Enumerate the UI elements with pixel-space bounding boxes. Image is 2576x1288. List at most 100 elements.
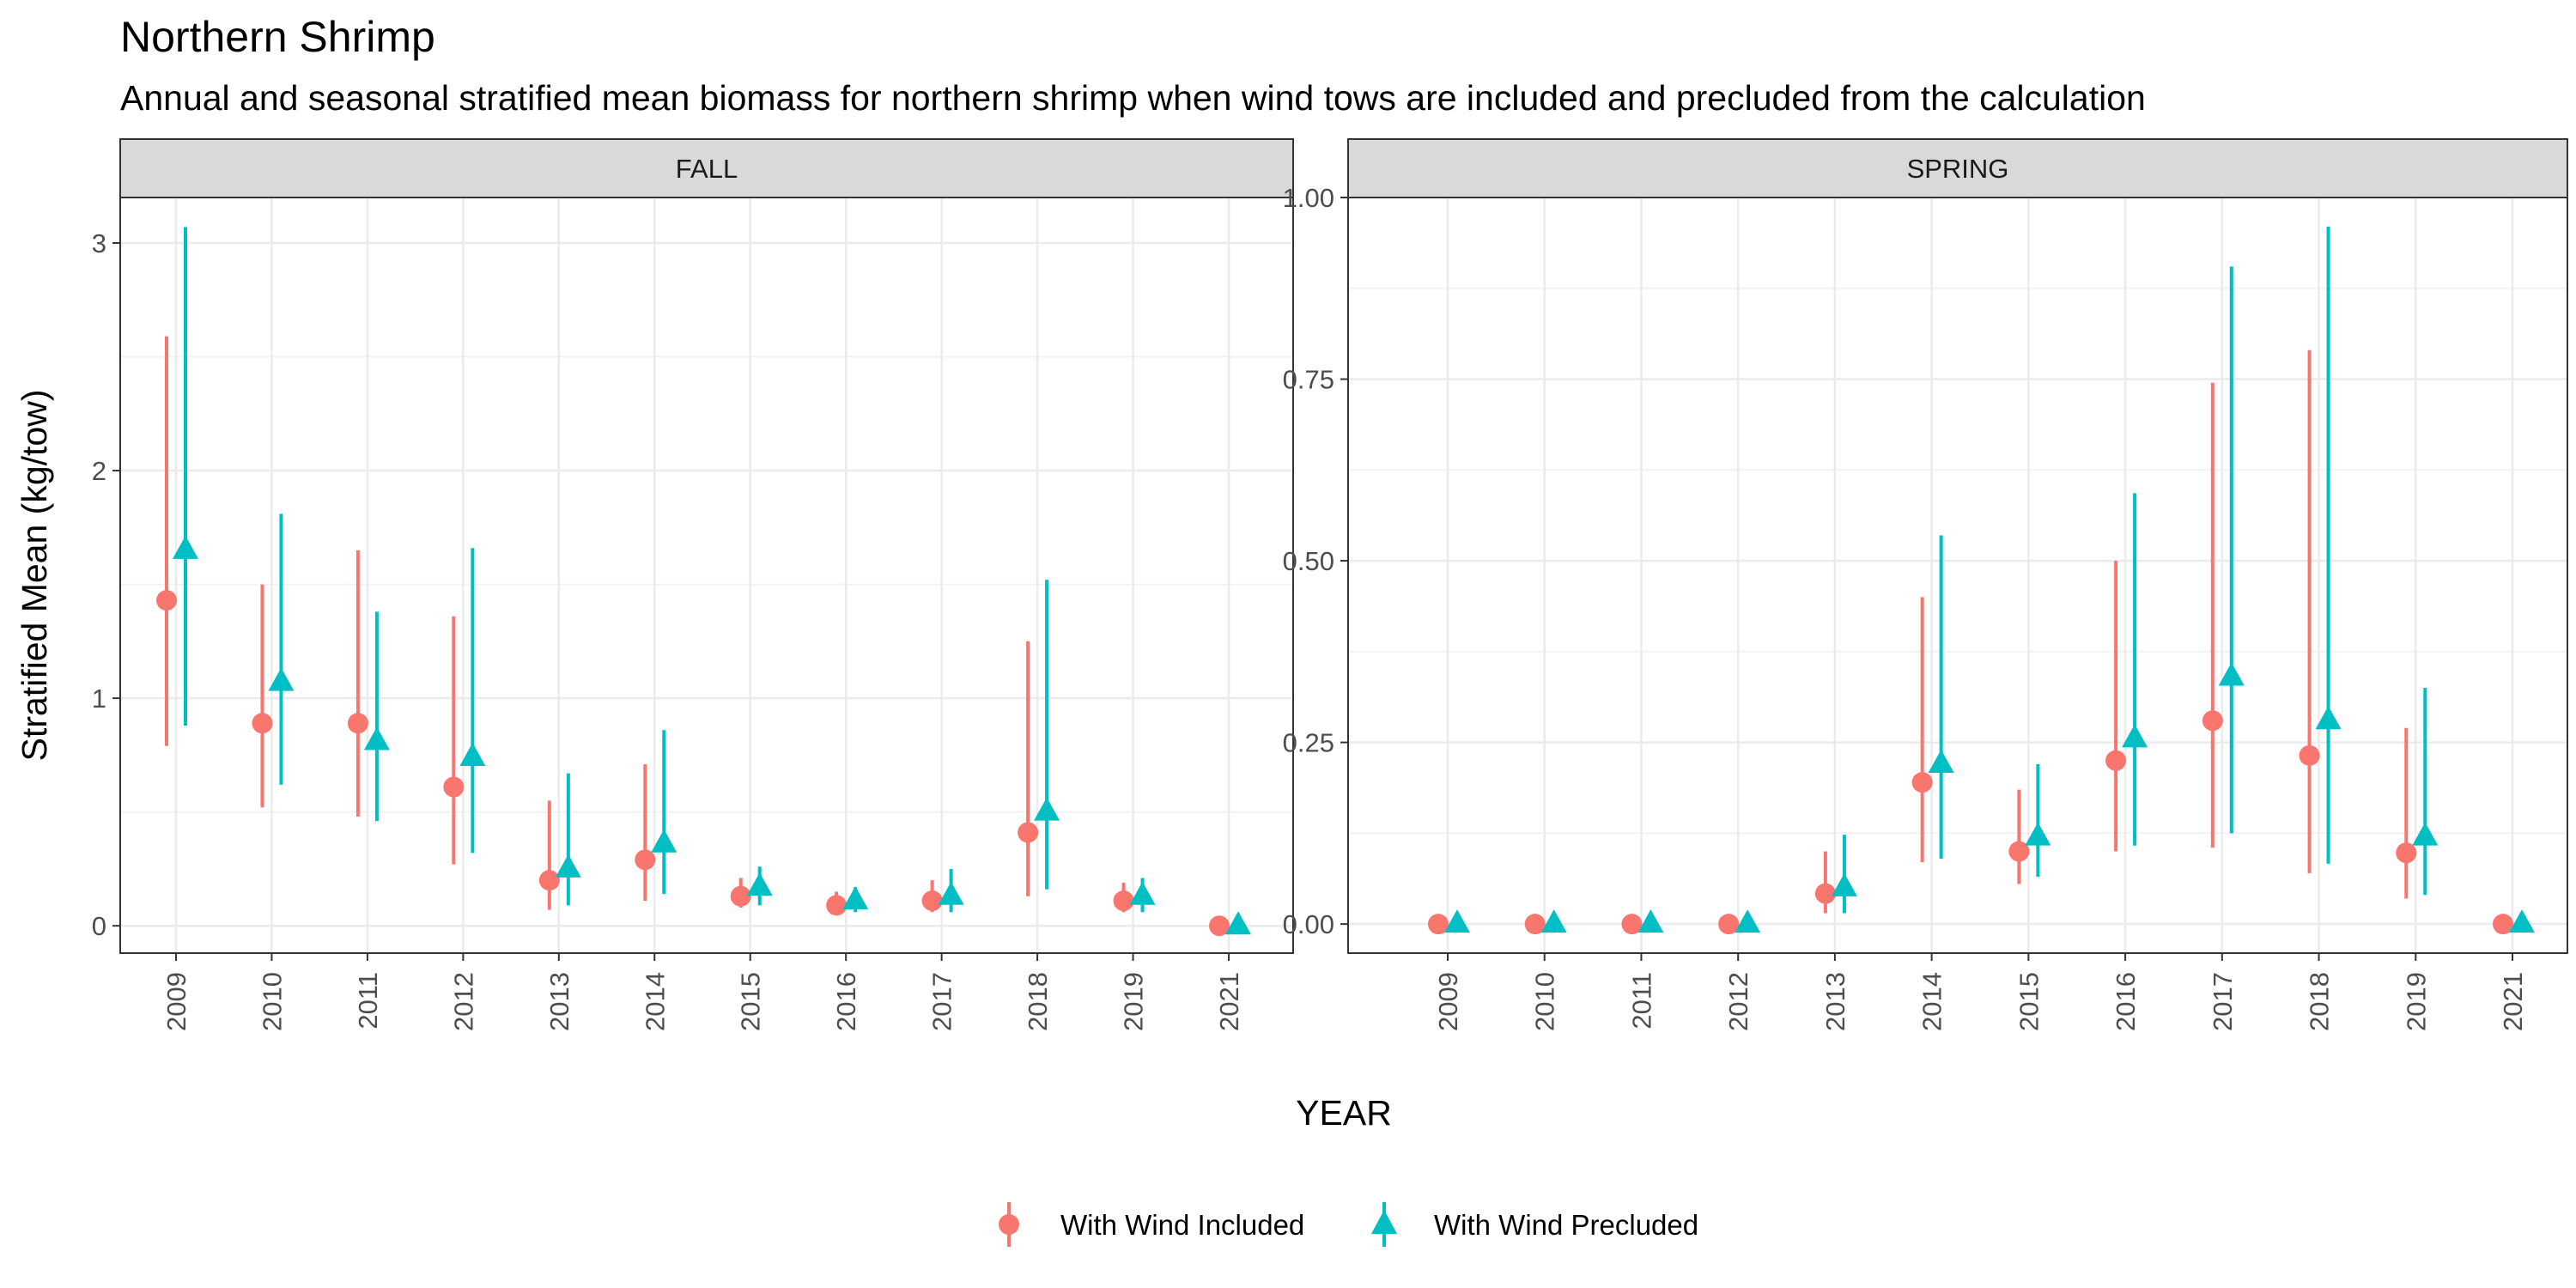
x-tick-label: 2012 [1723, 972, 1753, 1031]
data-point-triangle [842, 886, 869, 910]
data-point-triangle [651, 829, 677, 853]
y-axis-fall: 0 1 2 3 [92, 228, 120, 941]
data-point-triangle [938, 881, 964, 905]
x-tick-label: 2013 [1820, 972, 1850, 1031]
y-axis-title: Stratified Mean (kg/tow) [15, 390, 54, 762]
data-point-triangle [2218, 662, 2245, 686]
data-point-circle [443, 776, 465, 798]
data-point-circle [2105, 750, 2127, 771]
data-point-circle [1018, 822, 1039, 843]
plot-area-spring [1348, 197, 2567, 953]
legend-key-triangle-precluded [1371, 1210, 1397, 1234]
data-point-circle [1814, 883, 1836, 904]
data-point-circle [347, 713, 368, 734]
data-point-circle [2493, 914, 2513, 935]
strip-label-spring: SPRING [1907, 154, 2009, 184]
x-axis-fall: 2009 2010 2011 2012 2013 2014 2015 2016 2017 2018… [161, 953, 1244, 1031]
plot-area-fall [120, 197, 1293, 953]
chart-title: Northern Shrimp [120, 13, 435, 61]
data-point-circle [1113, 890, 1134, 912]
data-point-circle [1428, 914, 1449, 935]
panel-border-spring [1347, 197, 2568, 954]
y-tick-label: 2 [92, 456, 106, 486]
x-tick-label: 2009 [161, 972, 191, 1031]
data-point-circle [156, 590, 177, 611]
data-point-triangle [746, 872, 773, 896]
x-tick-label: 2021 [1214, 972, 1244, 1031]
legend-label-included: With Wind Included [1060, 1209, 1304, 1241]
x-tick-label: 2011 [1626, 972, 1656, 1030]
x-axis-spring: 2009 2010 2011 2012 2013 2014 2015 2016 2017 2018… [1433, 953, 2528, 1031]
data-point-triangle [555, 854, 581, 878]
data-point-triangle [1129, 881, 1156, 905]
x-tick-label: 2011 [353, 972, 383, 1030]
data-point-circle [2299, 744, 2320, 766]
data-point-triangle [1928, 750, 1954, 773]
data-point-triangle [1034, 797, 1060, 821]
data-point-triangle [173, 535, 198, 559]
x-axis-title: YEAR [1296, 1093, 1392, 1133]
strip-label-fall: FALL [676, 154, 738, 184]
data-point-circle [1718, 914, 1740, 935]
data-point-triangle [1444, 909, 1470, 933]
data-point-circle [252, 713, 273, 734]
x-tick-label: 2014 [640, 972, 670, 1031]
data-point-triangle [1831, 872, 1857, 896]
y-tick-label: 0.50 [1283, 546, 1334, 576]
data-point-triangle [2412, 822, 2439, 846]
x-tick-label: 2019 [1119, 972, 1149, 1031]
data-point-triangle [2315, 706, 2342, 730]
y-tick-label: 1.00 [1283, 183, 1334, 213]
data-point-triangle [2025, 822, 2051, 846]
data-point-circle [2008, 841, 2030, 862]
data-point-circle [1209, 915, 1230, 937]
data-point-circle [635, 849, 656, 871]
x-tick-label: 2015 [736, 972, 766, 1031]
data-point-circle [921, 890, 943, 912]
x-tick-label: 2017 [927, 972, 957, 1031]
data-point-circle [2396, 842, 2417, 864]
panel-border-fall [119, 197, 1294, 954]
x-tick-label: 2015 [2014, 972, 2044, 1031]
y-tick-label: 0 [92, 911, 106, 941]
legend-label-precluded: With Wind Precluded [1434, 1209, 1698, 1241]
x-tick-label: 2021 [2498, 972, 2528, 1031]
x-tick-label: 2013 [544, 972, 574, 1031]
y-tick-label: 1 [92, 683, 106, 714]
data-point-circle [826, 895, 848, 916]
y-tick-label: 3 [92, 228, 106, 258]
data-point-triangle [2509, 909, 2535, 933]
data-point-circle [2202, 710, 2223, 732]
gridlines-fall [120, 197, 1293, 953]
x-tick-label: 2016 [831, 972, 861, 1031]
data-point-circle [1911, 772, 1933, 793]
data-point-triangle [2122, 724, 2148, 748]
x-tick-label: 2014 [1917, 972, 1947, 1031]
legend-item-included: With Wind Included [999, 1202, 1304, 1247]
legend: With Wind Included With Wind Precluded [999, 1202, 1698, 1247]
marks-spring [1428, 226, 2535, 935]
x-tick-label: 2018 [1023, 972, 1053, 1031]
legend-key-circle-included [999, 1214, 1019, 1235]
y-tick-label: 0.25 [1283, 728, 1334, 758]
data-point-circle [1621, 914, 1643, 935]
x-tick-label: 2017 [2208, 972, 2238, 1031]
data-point-triangle [1735, 909, 1761, 933]
x-tick-label: 2009 [1433, 972, 1463, 1031]
x-tick-label: 2019 [2401, 972, 2431, 1031]
data-point-circle [538, 870, 560, 891]
x-tick-label: 2010 [1530, 972, 1560, 1031]
y-tick-label: 0.00 [1283, 909, 1334, 939]
data-point-triangle [268, 667, 295, 691]
x-tick-label: 2018 [2305, 972, 2335, 1031]
data-point-triangle [363, 726, 390, 750]
marks-fall [156, 227, 1251, 937]
data-point-triangle [459, 743, 486, 767]
x-tick-label: 2010 [257, 972, 287, 1031]
data-point-circle [1524, 914, 1546, 935]
legend-item-precluded: With Wind Precluded [1371, 1202, 1698, 1247]
data-point-triangle [1637, 909, 1664, 933]
data-point-triangle [1540, 909, 1567, 933]
